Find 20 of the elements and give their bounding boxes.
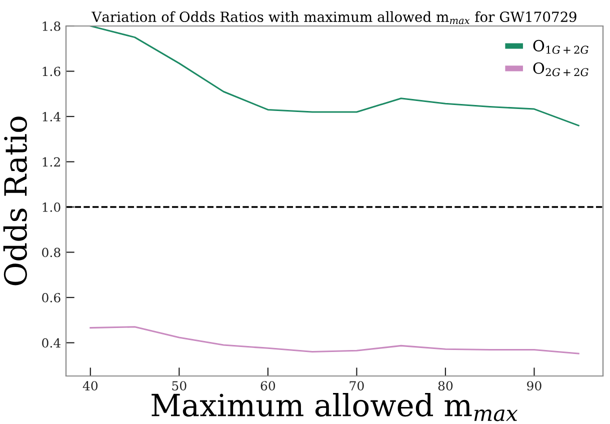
y-tick-label: 1.8 bbox=[42, 21, 60, 31]
y-tick-label: 1.4 bbox=[42, 112, 61, 122]
x-tick-label: 70 bbox=[350, 381, 364, 391]
y-tick-label: 1.0 bbox=[42, 202, 60, 212]
chart-title: Variation of Odds Ratios with maximum allowed m$_{max}$ for GW170729 bbox=[92, 11, 576, 24]
line-series bbox=[90, 326, 580, 354]
x-axis-title: Maximum allowed m$_{max}$ bbox=[152, 392, 518, 422]
y-tick-label: 0.4 bbox=[42, 338, 61, 348]
x-tick-label: 40 bbox=[82, 381, 98, 391]
x-tick-label: 50 bbox=[172, 381, 186, 391]
y-tick-label: 0.8 bbox=[42, 248, 60, 258]
y-tick-label: 1.6 bbox=[42, 66, 60, 76]
legend-label: O$_{2G+2G}$ bbox=[533, 62, 588, 76]
legend-label: O$_{1G+2G}$ bbox=[533, 40, 588, 54]
x-tick-label: 60 bbox=[260, 381, 276, 391]
y-tick-label: 1.2 bbox=[42, 157, 60, 167]
y-axis-title: Odds Ratio bbox=[3, 116, 28, 286]
x-tick-label: 80 bbox=[438, 381, 453, 391]
y-tick-label: 0.6 bbox=[42, 292, 60, 302]
x-tick-label: 90 bbox=[527, 381, 542, 391]
